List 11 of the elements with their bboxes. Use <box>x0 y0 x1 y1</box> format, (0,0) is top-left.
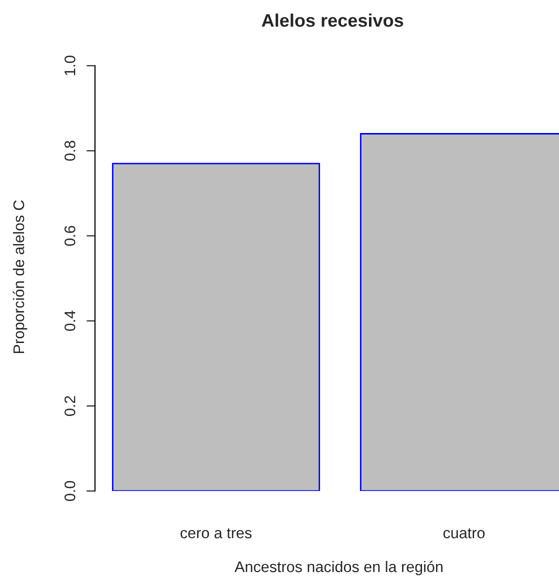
chart-title: Alelos recesivos <box>262 14 404 27</box>
y-axis-title: Proporción de alelos C <box>12 200 28 354</box>
y-tick-label: 0.6 <box>64 226 76 246</box>
x-axis-title: Ancestros nacidos en la región <box>234 560 442 576</box>
y-tick-label: 1.0 <box>64 56 76 76</box>
y-tick-label: 0.8 <box>64 140 76 161</box>
x-tick-label: cuatro <box>443 528 485 538</box>
x-tick-label: cero a tres <box>180 528 252 538</box>
y-tick-label: 0.4 <box>64 310 76 331</box>
y-tick-label: 0.2 <box>64 396 76 416</box>
y-tick-label: 0.0 <box>64 480 76 502</box>
